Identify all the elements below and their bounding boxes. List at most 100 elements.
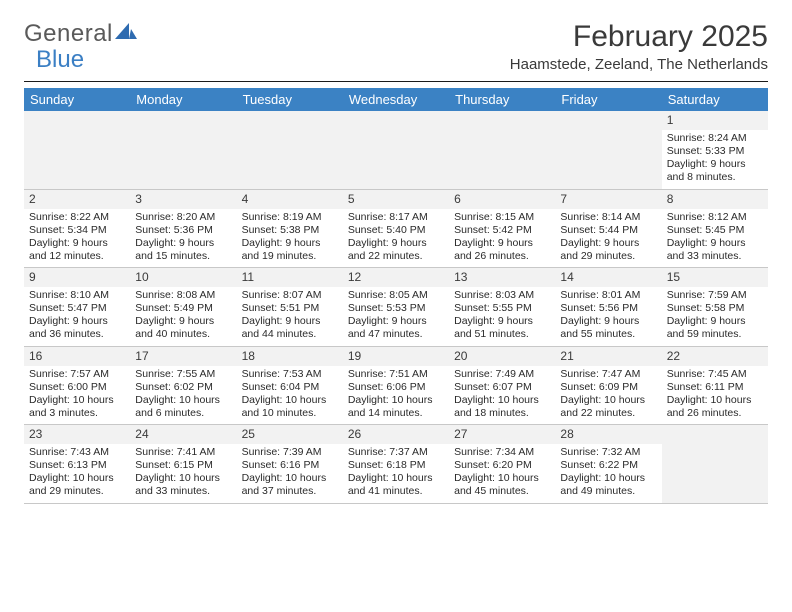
day-cell: 23Sunrise: 7:43 AMSunset: 6:13 PMDayligh… [24,425,130,503]
week-row: 2Sunrise: 8:22 AMSunset: 5:34 PMDaylight… [24,190,768,269]
day-number: 20 [449,347,555,366]
day-details: Sunrise: 7:45 AMSunset: 6:11 PMDaylight:… [662,366,768,425]
day-details: Sunrise: 8:05 AMSunset: 5:53 PMDaylight:… [343,287,449,346]
day-number: 25 [237,425,343,444]
day-number: 17 [130,347,236,366]
logo-text-main: General [24,20,113,48]
day-cell: 24Sunrise: 7:41 AMSunset: 6:15 PMDayligh… [130,425,236,503]
day-number: 18 [237,347,343,366]
day-number: 7 [555,190,661,209]
day-cell: 15Sunrise: 7:59 AMSunset: 5:58 PMDayligh… [662,268,768,346]
day-number: 10 [130,268,236,287]
day-details: Sunrise: 8:14 AMSunset: 5:44 PMDaylight:… [555,209,661,268]
day-number: 27 [449,425,555,444]
empty-cell [24,111,130,189]
day-number: 2 [24,190,130,209]
empty-cell [555,111,661,189]
day-cell: 7Sunrise: 8:14 AMSunset: 5:44 PMDaylight… [555,190,661,268]
day-details: Sunrise: 8:15 AMSunset: 5:42 PMDaylight:… [449,209,555,268]
day-cell: 2Sunrise: 8:22 AMSunset: 5:34 PMDaylight… [24,190,130,268]
day-details: Sunrise: 8:10 AMSunset: 5:47 PMDaylight:… [24,287,130,346]
day-details: Sunrise: 7:37 AMSunset: 6:18 PMDaylight:… [343,444,449,503]
week-row: 1Sunrise: 8:24 AMSunset: 5:33 PMDaylight… [24,111,768,190]
weekday-friday: Friday [555,88,661,111]
day-number: 26 [343,425,449,444]
day-details: Sunrise: 7:43 AMSunset: 6:13 PMDaylight:… [24,444,130,503]
day-details: Sunrise: 7:59 AMSunset: 5:58 PMDaylight:… [662,287,768,346]
day-details: Sunrise: 7:47 AMSunset: 6:09 PMDaylight:… [555,366,661,425]
day-cell: 3Sunrise: 8:20 AMSunset: 5:36 PMDaylight… [130,190,236,268]
day-number: 16 [24,347,130,366]
header: General February 2025 Haamstede, Zeeland… [24,20,768,73]
day-details: Sunrise: 8:03 AMSunset: 5:55 PMDaylight:… [449,287,555,346]
day-details: Sunrise: 7:57 AMSunset: 6:00 PMDaylight:… [24,366,130,425]
day-number: 11 [237,268,343,287]
divider [24,81,768,82]
day-details: Sunrise: 7:39 AMSunset: 6:16 PMDaylight:… [237,444,343,503]
day-cell: 27Sunrise: 7:34 AMSunset: 6:20 PMDayligh… [449,425,555,503]
day-cell: 8Sunrise: 8:12 AMSunset: 5:45 PMDaylight… [662,190,768,268]
day-number: 12 [343,268,449,287]
day-details: Sunrise: 7:41 AMSunset: 6:15 PMDaylight:… [130,444,236,503]
day-details: Sunrise: 8:20 AMSunset: 5:36 PMDaylight:… [130,209,236,268]
weekday-header-row: SundayMondayTuesdayWednesdayThursdayFrid… [24,88,768,111]
day-details: Sunrise: 8:07 AMSunset: 5:51 PMDaylight:… [237,287,343,346]
day-cell: 14Sunrise: 8:01 AMSunset: 5:56 PMDayligh… [555,268,661,346]
day-cell: 5Sunrise: 8:17 AMSunset: 5:40 PMDaylight… [343,190,449,268]
location-subtitle: Haamstede, Zeeland, The Netherlands [510,56,768,73]
day-number: 28 [555,425,661,444]
empty-cell [343,111,449,189]
day-cell: 26Sunrise: 7:37 AMSunset: 6:18 PMDayligh… [343,425,449,503]
day-number: 23 [24,425,130,444]
day-number: 8 [662,190,768,209]
day-number: 19 [343,347,449,366]
day-details: Sunrise: 8:01 AMSunset: 5:56 PMDaylight:… [555,287,661,346]
day-cell: 11Sunrise: 8:07 AMSunset: 5:51 PMDayligh… [237,268,343,346]
empty-cell [237,111,343,189]
weekday-thursday: Thursday [449,88,555,111]
day-details: Sunrise: 8:17 AMSunset: 5:40 PMDaylight:… [343,209,449,268]
week-row: 23Sunrise: 7:43 AMSunset: 6:13 PMDayligh… [24,425,768,504]
day-number: 24 [130,425,236,444]
calendar: SundayMondayTuesdayWednesdayThursdayFrid… [24,88,768,504]
day-details: Sunrise: 8:19 AMSunset: 5:38 PMDaylight:… [237,209,343,268]
empty-cell [130,111,236,189]
day-details: Sunrise: 8:24 AMSunset: 5:33 PMDaylight:… [662,130,768,189]
day-cell: 22Sunrise: 7:45 AMSunset: 6:11 PMDayligh… [662,347,768,425]
weekday-monday: Monday [130,88,236,111]
day-number: 15 [662,268,768,287]
day-cell: 18Sunrise: 7:53 AMSunset: 6:04 PMDayligh… [237,347,343,425]
logo-sail-icon [115,20,137,48]
day-cell: 4Sunrise: 8:19 AMSunset: 5:38 PMDaylight… [237,190,343,268]
day-number: 3 [130,190,236,209]
page-title: February 2025 [510,20,768,54]
day-number: 13 [449,268,555,287]
day-details: Sunrise: 7:34 AMSunset: 6:20 PMDaylight:… [449,444,555,503]
day-details: Sunrise: 7:55 AMSunset: 6:02 PMDaylight:… [130,366,236,425]
day-details: Sunrise: 8:22 AMSunset: 5:34 PMDaylight:… [24,209,130,268]
empty-cell [449,111,555,189]
week-row: 16Sunrise: 7:57 AMSunset: 6:00 PMDayligh… [24,347,768,426]
logo-text-accent: Blue [36,46,84,74]
day-number: 4 [237,190,343,209]
day-details: Sunrise: 7:49 AMSunset: 6:07 PMDaylight:… [449,366,555,425]
day-cell: 13Sunrise: 8:03 AMSunset: 5:55 PMDayligh… [449,268,555,346]
empty-cell [662,425,768,503]
weekday-saturday: Saturday [662,88,768,111]
day-cell: 21Sunrise: 7:47 AMSunset: 6:09 PMDayligh… [555,347,661,425]
day-cell: 6Sunrise: 8:15 AMSunset: 5:42 PMDaylight… [449,190,555,268]
day-number: 1 [662,111,768,130]
week-row: 9Sunrise: 8:10 AMSunset: 5:47 PMDaylight… [24,268,768,347]
day-number: 5 [343,190,449,209]
day-cell: 10Sunrise: 8:08 AMSunset: 5:49 PMDayligh… [130,268,236,346]
weekday-wednesday: Wednesday [343,88,449,111]
day-details: Sunrise: 7:53 AMSunset: 6:04 PMDaylight:… [237,366,343,425]
day-cell: 12Sunrise: 8:05 AMSunset: 5:53 PMDayligh… [343,268,449,346]
day-cell: 20Sunrise: 7:49 AMSunset: 6:07 PMDayligh… [449,347,555,425]
weekday-tuesday: Tuesday [237,88,343,111]
day-cell: 1Sunrise: 8:24 AMSunset: 5:33 PMDaylight… [662,111,768,189]
logo: General [24,20,137,48]
day-number: 21 [555,347,661,366]
day-cell: 17Sunrise: 7:55 AMSunset: 6:02 PMDayligh… [130,347,236,425]
day-cell: 28Sunrise: 7:32 AMSunset: 6:22 PMDayligh… [555,425,661,503]
